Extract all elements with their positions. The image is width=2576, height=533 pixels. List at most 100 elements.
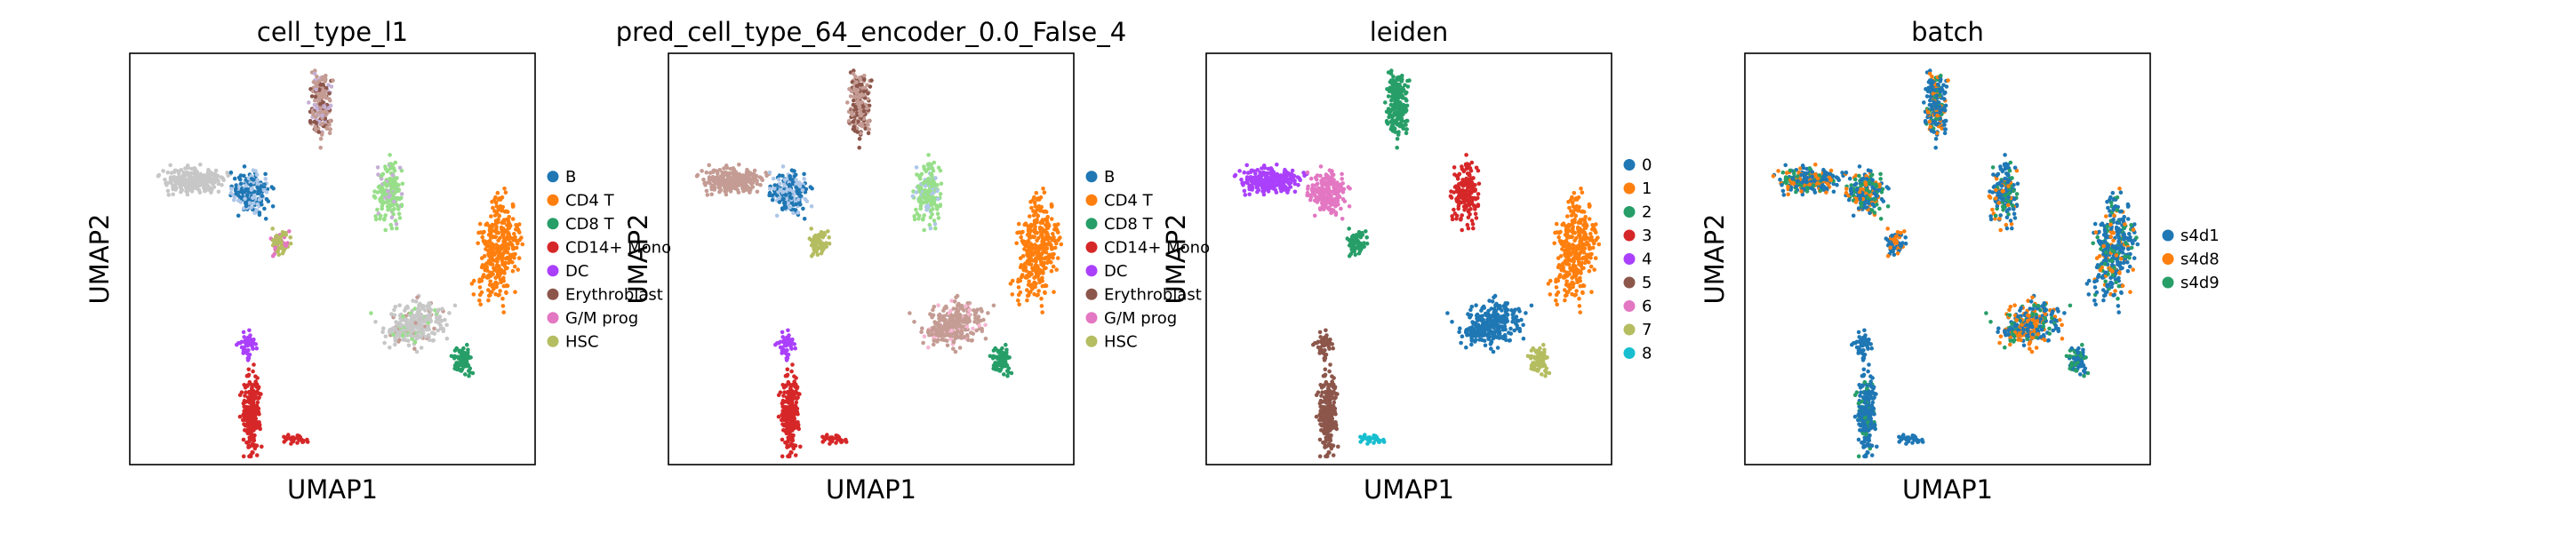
scatter-points [694, 68, 1064, 458]
data-point [496, 238, 500, 243]
data-point [396, 188, 401, 193]
data-point [917, 187, 922, 193]
data-point [1452, 172, 1457, 177]
data-point [980, 329, 985, 334]
data-point [1580, 257, 1585, 261]
data-point [910, 194, 916, 199]
data-point [245, 406, 250, 411]
data-point [251, 450, 255, 455]
data-point [269, 185, 275, 189]
data-point [492, 213, 498, 218]
data-point [383, 213, 388, 218]
data-point [375, 165, 380, 170]
data-point [1004, 363, 1010, 368]
data-point [967, 307, 972, 313]
data-point [1041, 187, 1045, 191]
data-point [391, 184, 396, 188]
data-point [323, 108, 328, 114]
data-point [932, 160, 937, 165]
legend-label: CD14+ Mono [565, 238, 671, 257]
data-point [796, 197, 801, 202]
data-point [787, 182, 792, 187]
data-point [1008, 282, 1013, 286]
data-point [866, 123, 870, 127]
data-point [401, 314, 405, 319]
data-point [866, 127, 871, 131]
data-point [395, 176, 399, 180]
data-point [245, 196, 251, 202]
data-point [259, 392, 263, 396]
data-point [1026, 232, 1031, 236]
data-point [506, 226, 511, 230]
data-point [477, 279, 482, 284]
data-point [241, 401, 246, 406]
data-point [251, 369, 255, 374]
data-point [372, 194, 377, 199]
data-point [1054, 267, 1059, 272]
data-point [964, 304, 968, 308]
data-point [255, 390, 260, 394]
data-point [209, 190, 213, 195]
data-point [396, 332, 400, 337]
data-point [379, 196, 383, 201]
data-point [959, 304, 964, 308]
data-point [952, 299, 957, 304]
data-point [981, 317, 986, 322]
data-point [1019, 235, 1023, 240]
data-point [921, 216, 925, 221]
data-point [428, 307, 433, 313]
data-point [390, 203, 396, 208]
data-point [438, 323, 444, 328]
data-point [287, 229, 292, 234]
data-point [1252, 176, 1256, 181]
data-point [244, 351, 250, 356]
x-axis-label: UMAP1 [826, 474, 916, 505]
data-point [282, 434, 286, 440]
data-point [481, 274, 485, 280]
data-point [468, 366, 473, 371]
data-point [495, 263, 500, 267]
data-point [1255, 189, 1260, 195]
data-point [739, 176, 744, 181]
data-point [313, 94, 318, 99]
data-point [324, 85, 329, 91]
data-point [503, 190, 508, 195]
data-point [1276, 176, 1282, 181]
data-point [252, 417, 258, 421]
data-point [748, 190, 752, 195]
data-point [1035, 217, 1039, 222]
data-point [752, 178, 756, 183]
data-point [195, 174, 200, 179]
data-point [1036, 203, 1042, 209]
data-point [461, 364, 467, 370]
data-point [1249, 168, 1254, 173]
data-point [380, 203, 385, 209]
data-point [733, 187, 738, 191]
data-point [388, 329, 392, 333]
data-point [259, 184, 264, 188]
data-point [484, 222, 488, 227]
data-point [993, 346, 997, 351]
legend-item-cd14-mono: CD14+ Mono [547, 238, 671, 257]
legend-label: B [1104, 168, 1115, 187]
data-point [794, 390, 798, 394]
data-point [854, 80, 859, 84]
data-point [241, 437, 246, 442]
data-point [384, 184, 389, 188]
data-point [284, 243, 289, 249]
data-point [379, 177, 384, 181]
data-point [948, 322, 953, 328]
data-point [1034, 273, 1039, 278]
data-point [1016, 279, 1020, 284]
data-point [934, 332, 939, 337]
data-point [388, 153, 392, 157]
data-point [808, 185, 813, 189]
data-point [1268, 166, 1274, 171]
data-point [388, 176, 392, 181]
data-point [954, 295, 958, 300]
data-point [1578, 310, 1582, 314]
data-point [388, 204, 392, 210]
data-point [757, 175, 763, 179]
data-point [786, 401, 791, 405]
data-point [705, 193, 710, 197]
